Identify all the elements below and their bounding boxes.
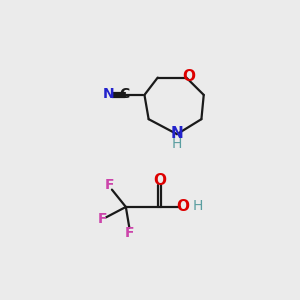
Text: H: H <box>172 137 182 151</box>
Text: F: F <box>125 226 135 240</box>
Text: F: F <box>104 178 114 193</box>
Text: O: O <box>183 69 196 84</box>
Text: H: H <box>193 200 203 214</box>
Text: F: F <box>98 212 107 226</box>
Text: O: O <box>176 200 189 214</box>
Text: C: C <box>120 87 130 101</box>
Text: N: N <box>171 126 183 141</box>
Text: O: O <box>153 173 166 188</box>
Text: N: N <box>103 87 115 101</box>
